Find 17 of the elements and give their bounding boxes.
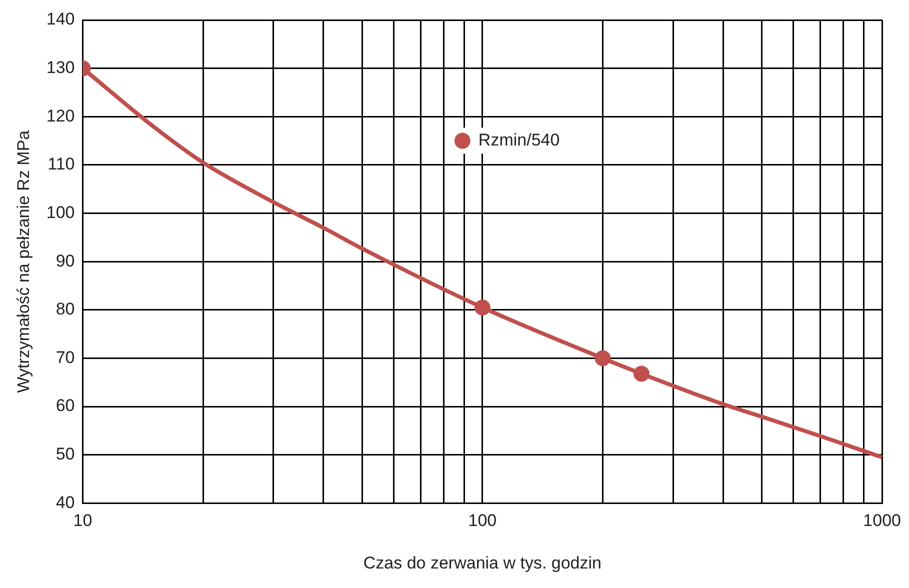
y-tick-label: 120 [46, 106, 75, 126]
y-tick-label: 140 [46, 10, 75, 29]
x-axis-title: Czas do zerwania w tys. godzin [363, 553, 602, 572]
x-tick-label: 100 [468, 511, 497, 530]
x-tick-label: 1000 [863, 511, 902, 530]
x-tick-label: 10 [73, 511, 92, 530]
y-axis-title: Wytrzymałość na pełzanie Rz MPa [14, 130, 33, 393]
y-tick-label: 80 [56, 300, 75, 319]
y-tick-label: 110 [48, 154, 75, 174]
y-tick-label: 90 [56, 251, 75, 270]
legend-label: Rzmin/540 [478, 130, 560, 150]
y-tick-label: 40 [56, 492, 75, 512]
y-tick-label: 70 [56, 348, 75, 367]
y-tick-label: 50 [56, 444, 75, 464]
y-tick-label: 60 [56, 396, 75, 416]
y-tick-label: 130 [46, 58, 75, 78]
y-tick-label: 100 [46, 202, 75, 222]
